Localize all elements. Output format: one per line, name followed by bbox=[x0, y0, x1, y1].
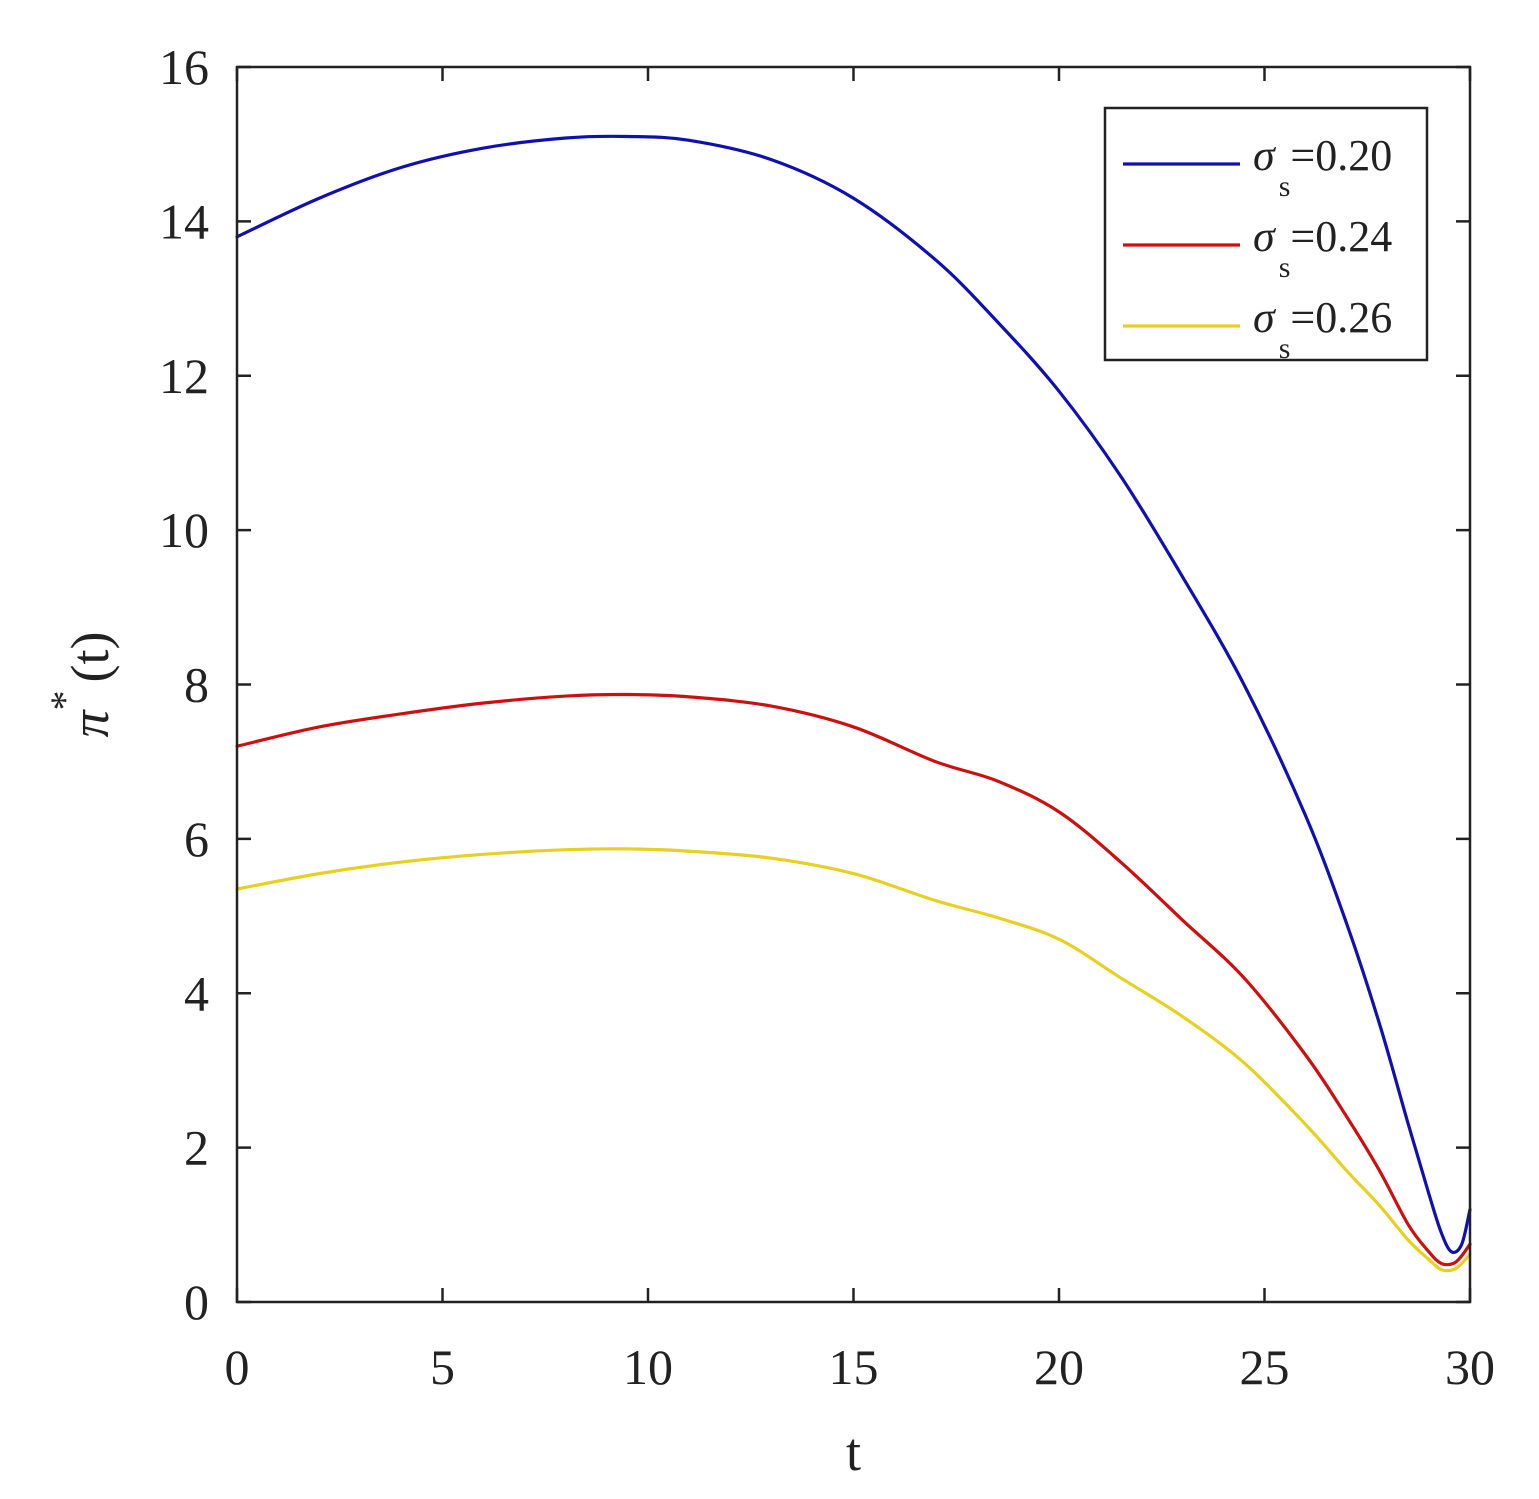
legend-box bbox=[1103, 106, 1429, 362]
y-tick-label: 8 bbox=[184, 657, 209, 713]
legend-symbol: σ bbox=[1253, 131, 1277, 180]
legend-subscript: s bbox=[1279, 251, 1291, 284]
y-tick-label: 12 bbox=[159, 348, 209, 404]
plot-frame bbox=[235, 65, 1472, 1304]
y-tick-label: 16 bbox=[159, 39, 209, 95]
legend-value: =0.20 bbox=[1290, 131, 1392, 180]
legend-symbol: σ bbox=[1253, 212, 1277, 261]
x-tick-label: 10 bbox=[623, 1339, 673, 1395]
y-axis-label: π* (t) bbox=[42, 631, 120, 737]
legend-label-3: σs=0.26 bbox=[1253, 293, 1392, 365]
y-tick-label: 2 bbox=[184, 1120, 209, 1176]
x-tick-label: 15 bbox=[829, 1339, 879, 1395]
y-tick-label: 10 bbox=[159, 502, 209, 558]
legend-symbol: σ bbox=[1253, 293, 1277, 342]
series-line-1 bbox=[235, 134, 1472, 1255]
legend-value: =0.26 bbox=[1290, 293, 1392, 342]
x-tick-label: 0 bbox=[225, 1339, 250, 1395]
legend-subscript: s bbox=[1279, 170, 1291, 203]
y-tick-label: 0 bbox=[184, 1274, 209, 1330]
x-tick-label: 25 bbox=[1240, 1339, 1290, 1395]
legend-subscript: s bbox=[1279, 332, 1291, 365]
legend-value: =0.24 bbox=[1290, 212, 1392, 261]
y-axis-label-symbol: π bbox=[60, 709, 120, 738]
legend-label-2: σs=0.24 bbox=[1253, 212, 1392, 284]
series-line-2 bbox=[235, 692, 1472, 1267]
x-axis-label: t bbox=[846, 1422, 861, 1482]
plot-lines bbox=[235, 134, 1472, 1273]
x-tick-label: 30 bbox=[1445, 1339, 1495, 1395]
y-tick-label: 14 bbox=[159, 193, 209, 249]
x-tick-label: 20 bbox=[1034, 1339, 1084, 1395]
legend-label-1: σs=0.20 bbox=[1253, 131, 1392, 203]
y-axis-label-suffix: (t) bbox=[60, 631, 120, 682]
x-tick-label: 5 bbox=[430, 1339, 455, 1395]
series-line-3 bbox=[235, 847, 1472, 1273]
y-axis-label-superscript: * bbox=[42, 690, 87, 710]
y-tick-label: 6 bbox=[184, 811, 209, 867]
axis-tick-labels: 0 5 10 15 20 25 30 0 2 4 6 8 10 12 14 16 bbox=[159, 39, 1495, 1395]
y-tick-label: 4 bbox=[184, 965, 209, 1021]
